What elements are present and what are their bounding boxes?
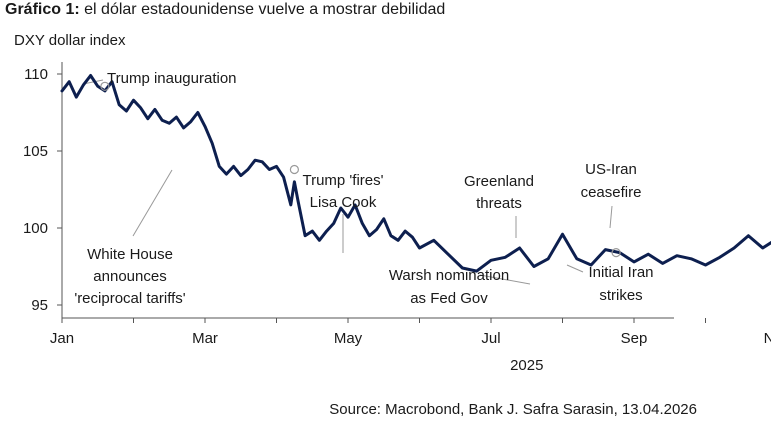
annotation-tariffs-line2: announces (93, 268, 166, 285)
y-tick-label: 100 (23, 220, 48, 237)
annotation-warsh-line1: Warsh nomination (389, 267, 509, 284)
y-axis-title: DXY dollar index (14, 32, 126, 49)
leader-strikes (566, 264, 584, 273)
leader-warsh (479, 274, 531, 285)
annotation-ceasefire-line2: ceasefire (581, 184, 642, 201)
year-label: 2025 (510, 357, 543, 374)
annotation-leaders (82, 79, 613, 285)
page-title: Gráfico 1: el dólar estadounidense vuelv… (5, 1, 445, 19)
leader-tariffs (132, 169, 173, 237)
annotation-tariffs-line1: White House (87, 246, 173, 263)
annotation-cook-line2: Lisa Cook (310, 194, 377, 211)
x-tick-label: May (334, 330, 363, 347)
x-tick-label: Mar (192, 330, 218, 347)
dxy-series-line (60, 74, 771, 273)
source-note: Source: Macrobond, Bank J. Safra Sarasin… (329, 401, 697, 418)
y-tick-label: 95 (31, 297, 48, 314)
event-markers (100, 81, 621, 258)
x-tick-label: Jan (50, 330, 74, 347)
annotation-ceasefire-line1: US-Iran (585, 161, 637, 178)
x-ticks: JanMarMayJulSepNovJanMarMay20252026 (50, 318, 771, 374)
x-tick-label: Sep (621, 330, 648, 347)
annotation-strikes-line2: strikes (599, 287, 642, 304)
annotation-inauguration: Trump inauguration (107, 70, 237, 87)
annotation-greenland-line1: Greenland (464, 173, 534, 190)
event-marker (289, 164, 299, 175)
event-marker (100, 81, 110, 91)
x-tick-label: Nov (764, 330, 771, 347)
annotation-greenland-line2: threats (476, 195, 522, 212)
y-tick-label: 110 (24, 66, 48, 83)
annotation-warsh-line2: as Fed Gov (410, 290, 488, 307)
x-tick-label: Jul (481, 330, 500, 347)
event-marker (611, 248, 621, 258)
annotation-tariffs-line3: 'reciprocal tariffs' (74, 290, 185, 307)
annotation-strikes-line1: Initial Iran (588, 264, 653, 281)
annotation-cook-line1: Trump 'fires' (302, 172, 383, 189)
y-tick-label: 105 (23, 143, 48, 160)
axes (61, 62, 674, 319)
y-ticks: 95 100 105 110 (23, 66, 62, 314)
leader-ceasefire (609, 205, 613, 229)
figure-label: Gráfico 1: (5, 1, 80, 18)
figure-title: el dólar estadounidense vuelve a mostrar… (84, 1, 446, 18)
